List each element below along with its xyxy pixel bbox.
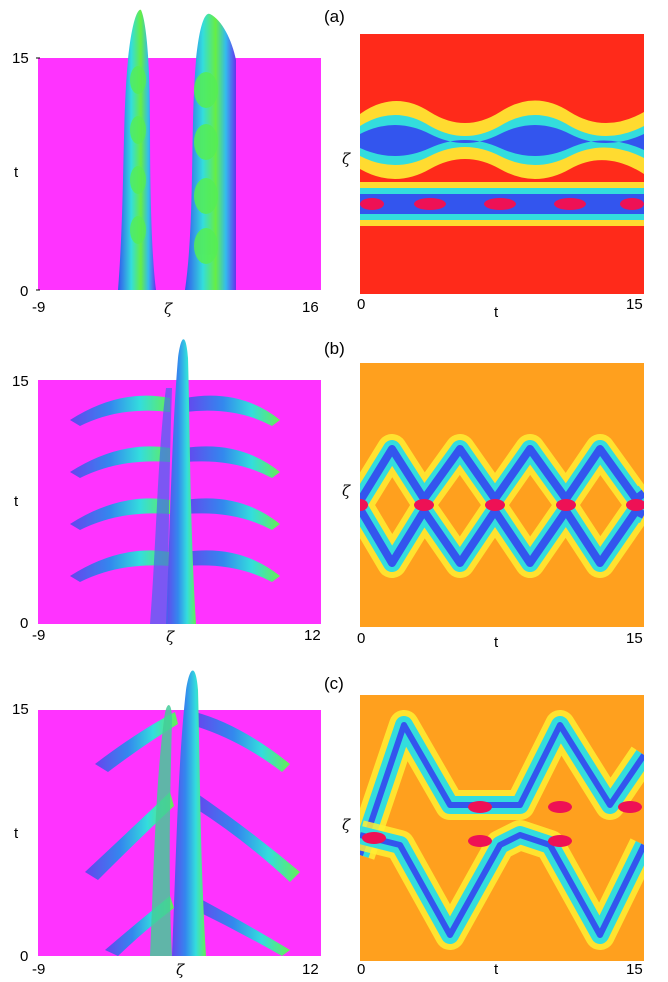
panel-a-x-left: -9 (32, 299, 46, 316)
panel-c-x-left: -9 (32, 961, 46, 978)
panel-b-surface-plot (38, 339, 321, 624)
panel-c-map-x-right: 15 (626, 961, 643, 978)
upper-zigzag-blue (360, 722, 644, 856)
band-upper-blue (360, 125, 644, 156)
central-ridge-2 (150, 388, 172, 624)
panel-b-y-bottom: 0 (20, 615, 29, 632)
panel-a-x-axis-label: ζ (164, 300, 173, 318)
ridge-2-bumps (194, 72, 218, 264)
panel-c-map-y-axis-label: ζ (342, 816, 351, 834)
panel-c-y-top: 15 (12, 701, 29, 718)
ridge-1-bumps (130, 66, 146, 244)
panel-c-map-x-left: 0 (357, 961, 366, 978)
panel-a-label: (a) (324, 7, 345, 26)
panel-b-label: (b) (324, 339, 345, 358)
panel-a-map-x-axis-label: t (494, 304, 499, 321)
panel-b-y-axis-label: t (14, 493, 19, 510)
band-lower-red-spots (360, 198, 644, 210)
panel-a-y-bottom: 0 (20, 283, 29, 300)
panel-c-x-right: 12 (302, 961, 319, 978)
collision-spots (362, 801, 642, 847)
panel-b-y-top: 15 (12, 373, 29, 390)
zigzag-blue (360, 445, 644, 567)
panel-c-density-map (360, 695, 644, 961)
panel-c-map-x-axis-label: t (494, 961, 499, 978)
panel-c-y-axis-label: t (14, 825, 19, 842)
collision-spots (360, 499, 644, 511)
panel-b-x-left: -9 (32, 627, 46, 644)
panel-a-map-x-left: 0 (357, 296, 366, 313)
panel-b-x-axis-label: ζ (166, 628, 175, 646)
panel-c-x-axis-label: ζ (176, 961, 185, 979)
panel-c-label: (c) (324, 674, 344, 693)
panel-b-map-y-axis-label: ζ (342, 482, 351, 500)
surface-base (38, 58, 321, 290)
wide-wings (85, 712, 300, 956)
left-ridge (150, 705, 172, 956)
lower-zigzag-blue (360, 832, 644, 938)
panel-a-x-right: 16 (302, 299, 319, 316)
panel-b-map-x-right: 15 (626, 630, 643, 647)
panel-a-density-map (360, 34, 644, 294)
zigzag-wings (70, 395, 280, 582)
panel-b-map-x-axis-label: t (494, 634, 499, 651)
panel-a-map-y-axis-label: ζ (342, 150, 351, 168)
panel-c-surface-plot (38, 670, 321, 956)
panel-a-map-x-right: 15 (626, 296, 643, 313)
central-ridge (172, 670, 206, 956)
panel-b-map-x-left: 0 (357, 630, 366, 647)
soliton-ridge-1 (118, 9, 156, 291)
panel-a-y-axis-label: t (14, 164, 19, 181)
panel-a-surface-plot (36, 9, 321, 291)
central-ridge (166, 339, 196, 624)
panel-b-density-map (360, 363, 644, 627)
panel-c-y-bottom: 0 (20, 948, 29, 965)
panel-b-x-right: 12 (304, 627, 321, 644)
panel-a-y-top: 15 (12, 50, 29, 67)
